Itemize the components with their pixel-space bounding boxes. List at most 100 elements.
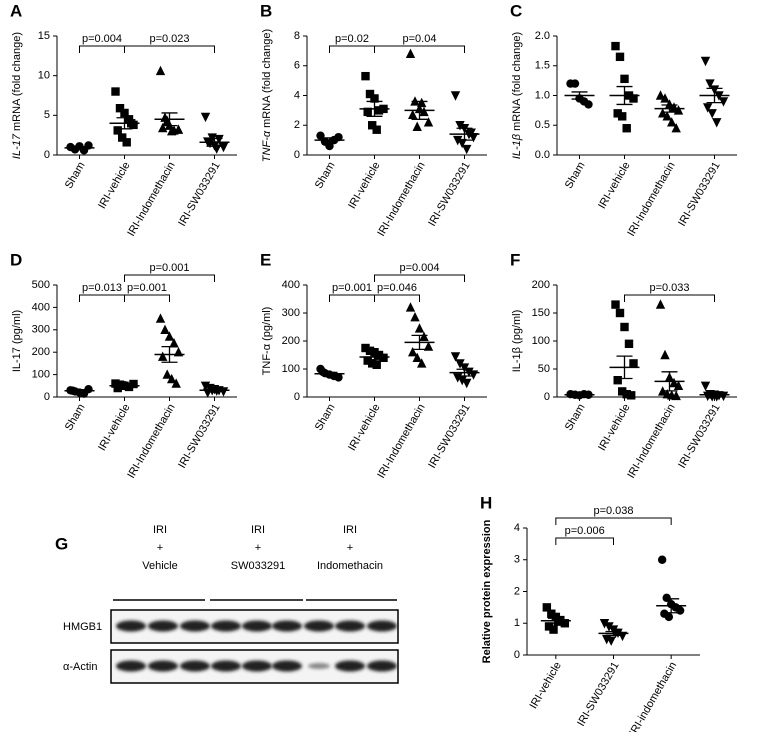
data-point — [365, 346, 375, 355]
data-point — [606, 636, 616, 646]
data-point — [669, 377, 679, 388]
error-bar — [456, 368, 473, 377]
data-point — [622, 390, 631, 399]
data-point — [368, 359, 377, 368]
data-point — [570, 79, 580, 88]
data-point — [408, 109, 418, 120]
data-point — [542, 603, 552, 612]
data-point — [624, 339, 634, 348]
p-value: p=0.023 — [149, 33, 189, 45]
p-value: p=0.006 — [565, 525, 605, 537]
error-bar — [116, 384, 133, 388]
data-point — [363, 356, 372, 365]
y-tick-label: 400 — [282, 279, 300, 291]
error-bar — [706, 392, 723, 397]
data-point — [618, 387, 627, 396]
data-point — [664, 612, 674, 622]
data-point — [374, 106, 384, 115]
y-tick-label: 100 — [32, 369, 50, 381]
data-point — [412, 121, 422, 131]
y-axis-label-text: mRNA (fold change) — [511, 32, 523, 131]
data-point — [122, 138, 131, 147]
error-bar — [706, 87, 723, 104]
data-point — [171, 378, 181, 388]
data-point — [553, 617, 563, 626]
data-point — [622, 124, 631, 133]
y-tick-label: 6 — [294, 60, 300, 72]
x-tick-label: IRI-Indomethacin — [625, 402, 677, 481]
blot-band — [180, 620, 210, 632]
error-bar — [161, 112, 178, 127]
x-tick-label: IRI-vehicle — [346, 160, 382, 211]
data-point — [675, 606, 685, 615]
y-tick-label: 8 — [294, 30, 300, 42]
data-point — [169, 338, 179, 348]
data-point — [618, 112, 627, 121]
blot-band — [367, 620, 397, 632]
blot-band — [148, 660, 178, 672]
data-point — [664, 99, 675, 109]
error-bar — [411, 100, 428, 120]
data-point — [417, 358, 427, 368]
data-point — [457, 376, 467, 386]
data-point — [549, 625, 558, 634]
blot-band — [116, 660, 146, 672]
y-tick-label: 15 — [38, 30, 50, 42]
data-point — [158, 122, 168, 133]
blot-band — [304, 620, 334, 632]
data-point — [129, 379, 138, 389]
data-point — [218, 142, 229, 153]
x-tick-label: Sham — [63, 160, 88, 191]
lane-header: IRI — [343, 524, 357, 536]
data-point — [468, 370, 479, 380]
data-point — [671, 390, 681, 401]
data-point — [111, 379, 120, 388]
p-value: p=0.004 — [399, 262, 439, 274]
blot-band — [335, 620, 365, 632]
data-point — [405, 48, 416, 59]
y-axis-label-text: IL-17 (pg/ml) — [11, 310, 23, 372]
row-label: HMGB1 — [63, 621, 102, 633]
data-point — [547, 609, 556, 618]
data-point — [372, 360, 381, 369]
x-tick-label: IRI-SW033291 — [176, 160, 222, 228]
data-point — [455, 359, 465, 369]
x-tick-label: IRI-SW033291 — [176, 402, 222, 470]
comparison-bracket — [374, 45, 465, 53]
data-point — [613, 109, 622, 118]
row-label: α-Actin — [63, 661, 97, 673]
data-point — [334, 132, 343, 142]
data-point — [615, 52, 625, 62]
y-tick-label: 0 — [44, 149, 50, 161]
blot-band — [367, 660, 397, 672]
y-tick-label: 2 — [514, 585, 520, 597]
x-tick-label: Sham — [63, 402, 88, 433]
error-bar — [71, 388, 88, 393]
data-point — [707, 109, 717, 119]
p-value: p=0.001 — [332, 282, 372, 294]
x-tick-label: IRI-SW033291 — [426, 402, 472, 470]
error-bar — [616, 85, 633, 106]
x-tick-label: IRI-vehicle — [96, 160, 132, 211]
blot-band — [180, 660, 210, 672]
data-point — [419, 106, 429, 117]
data-point — [662, 111, 672, 121]
y-axis-label-gene: IL-17 — [11, 133, 23, 159]
data-point — [655, 299, 666, 309]
p-value: p=0.02 — [335, 33, 369, 45]
data-point — [613, 376, 622, 385]
data-point — [167, 373, 177, 384]
data-point — [671, 123, 681, 133]
data-point — [361, 343, 370, 353]
data-point — [160, 324, 170, 334]
blot-band — [242, 660, 272, 672]
data-point — [700, 381, 711, 391]
data-point — [599, 619, 610, 629]
data-point — [712, 118, 722, 128]
data-point — [627, 391, 636, 400]
error-bar — [206, 388, 223, 392]
y-axis-label-gene: TNF-α — [261, 130, 273, 162]
data-point — [459, 363, 470, 373]
y-axis-label-text: mRNA (fold change) — [11, 32, 23, 131]
p-value: p=0.001 — [149, 262, 189, 274]
